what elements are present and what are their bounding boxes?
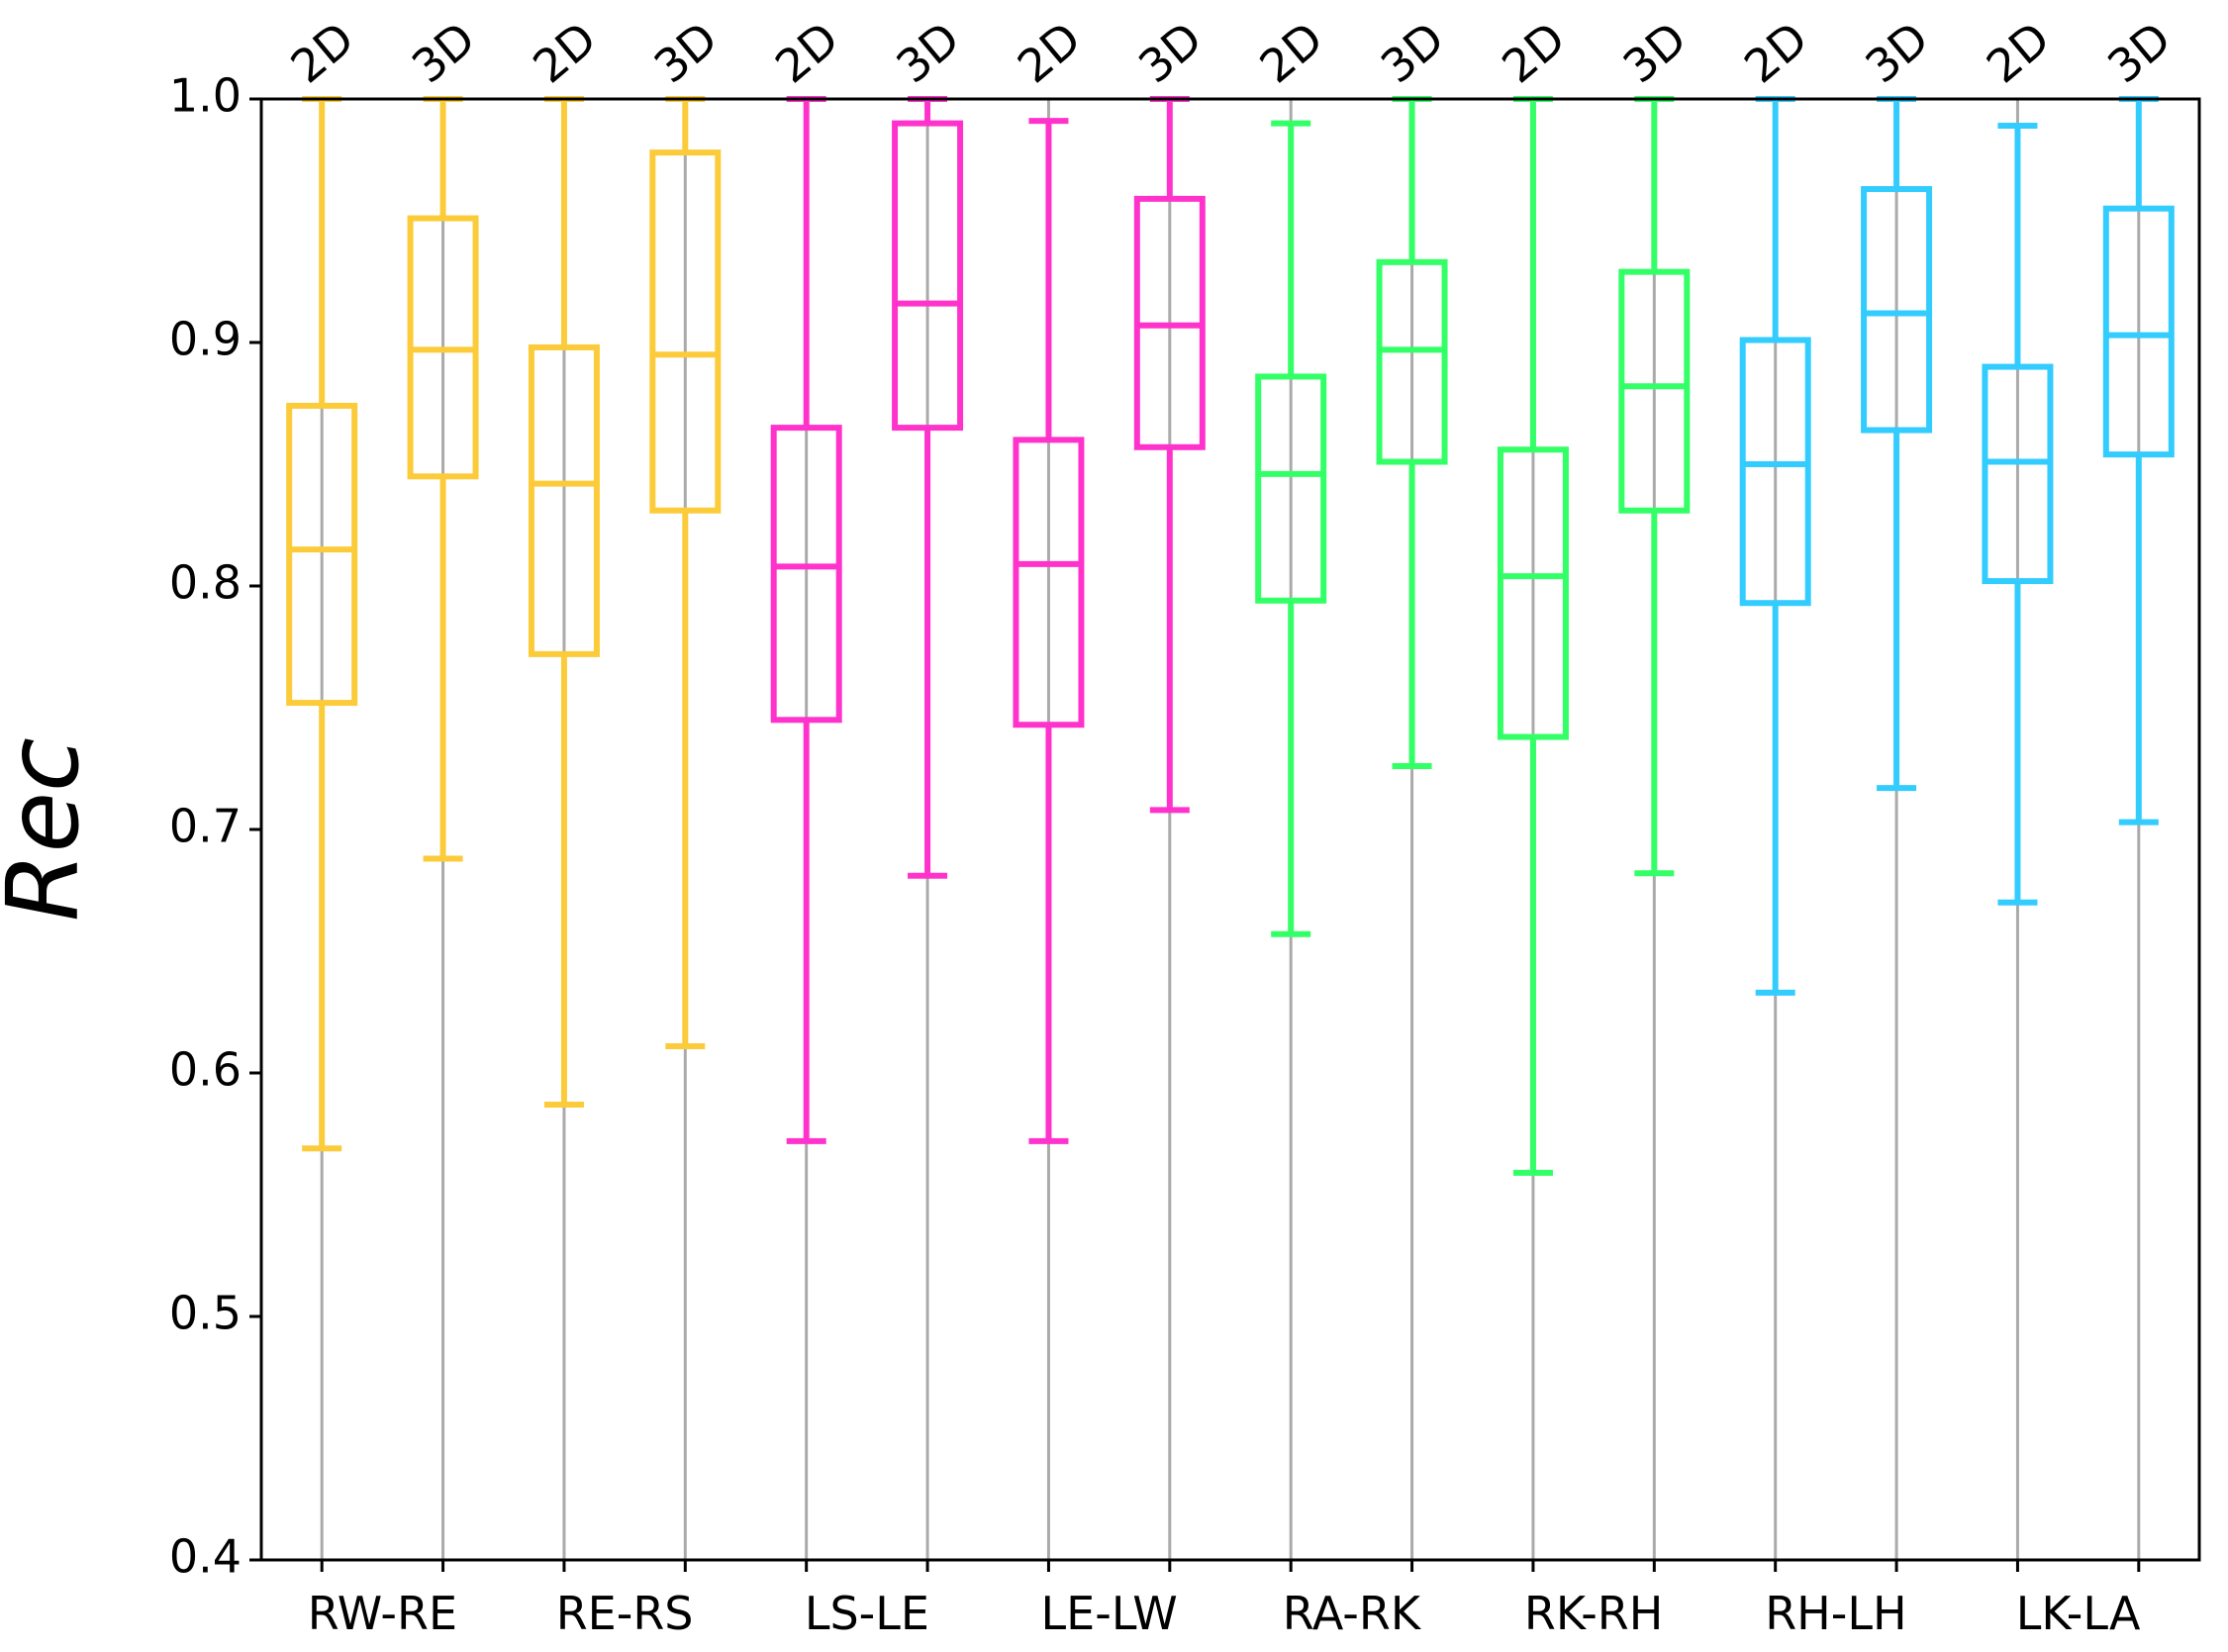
- whisker-high: [1149, 96, 1190, 199]
- whisker-low: [1755, 603, 1795, 996]
- x-tick-label: RE-RS: [556, 1587, 694, 1640]
- whisker-high: [1755, 96, 1795, 340]
- box: [1618, 268, 1691, 514]
- top-label: 2D: [281, 11, 364, 93]
- y-tick-label: 0.8: [169, 556, 242, 610]
- x-tick-label: LK-LA: [2016, 1587, 2141, 1640]
- whisker-low: [1634, 510, 1675, 877]
- x-tick-label: RH-LH: [1765, 1587, 1906, 1640]
- top-label: 3D: [402, 11, 485, 93]
- whisker-low: [543, 653, 584, 1108]
- top-label: 3D: [1855, 11, 1938, 93]
- top-label: 2D: [1008, 11, 1091, 93]
- whisker-high: [1634, 96, 1675, 272]
- top-label: 3D: [1613, 11, 1696, 93]
- box: [1861, 186, 1933, 434]
- x-tick-label: RA-RK: [1283, 1587, 1422, 1640]
- whisker-low: [423, 476, 463, 862]
- box: [649, 149, 722, 514]
- top-label: 3D: [1371, 11, 1454, 93]
- box: [1376, 258, 1448, 465]
- box: [1982, 363, 2054, 585]
- x-tick-label: RK-RH: [1524, 1587, 1663, 1640]
- x-tick-label: LE-LW: [1041, 1587, 1178, 1640]
- y-tick-label: 0.9: [169, 313, 242, 366]
- whisker-low: [1392, 461, 1432, 770]
- whisker-high: [2118, 96, 2159, 209]
- box: [528, 343, 600, 657]
- top-label: 2D: [1977, 11, 2060, 93]
- top-label: 2D: [1492, 11, 1575, 93]
- top-label: 2D: [765, 11, 848, 93]
- x-tick-label: RW-RE: [308, 1587, 457, 1640]
- whisker-high: [302, 96, 342, 406]
- box: [1013, 437, 1085, 729]
- axes-frame: [259, 97, 2201, 1562]
- whisker-low: [1028, 725, 1069, 1144]
- box: [770, 425, 842, 724]
- whisker-low: [2118, 454, 2159, 826]
- whisker-low: [665, 510, 706, 1049]
- whisker-high: [1028, 118, 1069, 440]
- top-label: 2D: [1250, 11, 1333, 93]
- box: [1739, 337, 1811, 607]
- whisker-high: [1512, 96, 1553, 450]
- y-tick-label: 0.4: [169, 1530, 242, 1584]
- box: [892, 120, 964, 432]
- top-label: 3D: [1128, 11, 1211, 93]
- whisker-high: [1997, 123, 2038, 367]
- whisker-low: [786, 720, 826, 1144]
- whisker-high: [786, 96, 826, 429]
- whisker-high: [1392, 96, 1432, 262]
- top-label: 3D: [886, 11, 969, 93]
- box: [286, 402, 358, 707]
- whisker-low: [1512, 736, 1553, 1176]
- y-axis-label: Rec: [0, 737, 101, 922]
- whisker-high: [543, 96, 584, 347]
- whisker-low: [1877, 430, 1917, 792]
- whisker-high: [1271, 120, 1311, 377]
- box: [2102, 205, 2175, 458]
- whisker-high: [665, 96, 706, 153]
- y-tick-label: 0.5: [169, 1287, 242, 1340]
- whisker-low: [1997, 581, 2038, 906]
- whisker-high: [908, 96, 948, 124]
- y-tick-label: 0.6: [169, 1043, 242, 1097]
- whisker-high: [423, 96, 463, 219]
- box: [1255, 373, 1327, 604]
- whisker-high: [1877, 96, 1917, 190]
- box: [1497, 446, 1569, 740]
- whisker-low: [1149, 446, 1190, 814]
- top-label: 2D: [1734, 11, 1817, 93]
- top-label: 3D: [644, 11, 727, 93]
- whisker-low: [302, 703, 342, 1152]
- y-tick-label: 1.0: [169, 69, 242, 123]
- x-tick-label: LS-LE: [805, 1587, 929, 1640]
- whisker-low: [908, 428, 948, 879]
- whisker-low: [1271, 600, 1311, 937]
- top-label: 3D: [2097, 11, 2180, 93]
- y-tick-label: 0.7: [169, 800, 242, 853]
- top-label: 2D: [523, 11, 606, 93]
